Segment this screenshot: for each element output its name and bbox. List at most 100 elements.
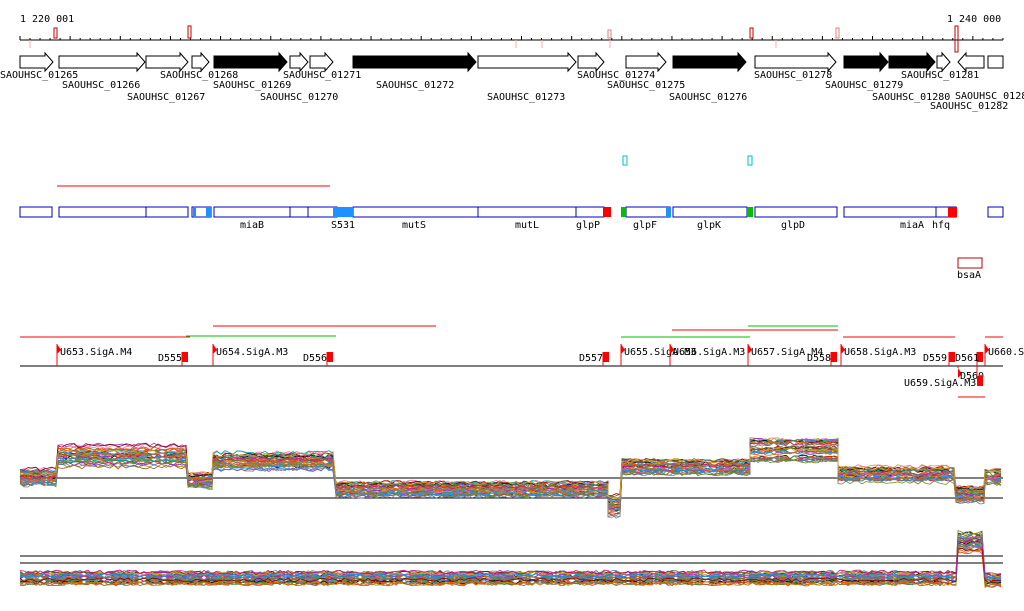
feature-box bbox=[58, 206, 189, 218]
feature-label: S531 bbox=[331, 220, 355, 231]
expression-profile bbox=[19, 544, 1002, 589]
gene-label: SAOUHSC_01282 bbox=[930, 101, 1008, 112]
segment-flag[interactable] bbox=[603, 352, 609, 362]
gene-label: SAOUHSC_01279 bbox=[825, 80, 903, 91]
segment-flag[interactable] bbox=[748, 344, 752, 354]
gene-label: SAOUHSC_01265 bbox=[0, 70, 78, 81]
ruler-ticks bbox=[19, 36, 1004, 40]
expression-track-lower bbox=[19, 530, 1003, 589]
gene-label: SAOUHSC_01271 bbox=[283, 70, 361, 81]
ruler-marker bbox=[954, 25, 959, 53]
gene-arrow[interactable] bbox=[957, 51, 985, 73]
segments-track: U653.SigA.M4 D555 U654.SigA.M3 D556 D557 U655… bbox=[20, 185, 1024, 398]
feature-box bbox=[672, 206, 748, 218]
feature-highlight bbox=[621, 207, 626, 217]
feature-label: mutS bbox=[402, 220, 426, 231]
segment-label: U653.SigA.M4 bbox=[60, 347, 132, 358]
gene-arrow[interactable] bbox=[352, 51, 477, 73]
gene-arrow[interactable] bbox=[213, 51, 288, 73]
segment-label: D555 bbox=[158, 353, 182, 364]
gene-arrow[interactable] bbox=[843, 51, 889, 73]
gene-arrow[interactable] bbox=[145, 51, 189, 73]
gene-label: SAOUHSC_01266 bbox=[62, 80, 140, 91]
segment-flag[interactable] bbox=[621, 344, 625, 354]
segment-flag[interactable] bbox=[949, 352, 955, 362]
feature-box bbox=[625, 206, 671, 218]
feature-box bbox=[754, 206, 838, 218]
expression-profile bbox=[19, 458, 1002, 507]
gene-label: SAOUHSC_01267 bbox=[127, 92, 205, 103]
feature-label: bsaA bbox=[957, 270, 981, 281]
gene-label: SAOUHSC_01281 bbox=[901, 70, 979, 81]
feature-label: miaB bbox=[240, 220, 264, 231]
ruler-marker bbox=[749, 27, 754, 39]
segment-label: D559 bbox=[923, 353, 947, 364]
segment-flag[interactable] bbox=[213, 344, 217, 354]
segment-flag[interactable] bbox=[327, 352, 333, 362]
gene-arrow[interactable] bbox=[672, 51, 747, 73]
segment-label: U657.SigA.M4 bbox=[751, 347, 823, 358]
position-ruler: 1 220 001 1 240 000 bbox=[19, 14, 1004, 53]
segment-label: D558 bbox=[807, 353, 831, 364]
segment-label: D561 bbox=[955, 353, 979, 364]
segment-flag[interactable] bbox=[958, 368, 962, 378]
segment-label: U654.SigA.M3 bbox=[216, 347, 288, 358]
expression-profile bbox=[19, 446, 1002, 499]
feature-highlight bbox=[193, 207, 196, 217]
segment-label: U656.SigA.M3 bbox=[673, 347, 745, 358]
gene-label: SAOUHSC_01270 bbox=[260, 92, 338, 103]
gene-arrow[interactable] bbox=[625, 51, 667, 73]
gene-label: SAOUHSC_01272 bbox=[376, 80, 454, 91]
ruler-start-label: 1 220 001 bbox=[20, 14, 74, 25]
gene-arrow[interactable] bbox=[191, 51, 210, 73]
feature-highlight bbox=[333, 207, 353, 217]
gene-arrow[interactable] bbox=[754, 51, 837, 73]
gene-label: SAOUHSC_01274 bbox=[577, 70, 655, 81]
gene-arrow[interactable] bbox=[577, 51, 605, 73]
gene-arrow[interactable] bbox=[58, 51, 146, 73]
segment-label: U658.SigA.M3 bbox=[844, 347, 916, 358]
gene-label: SAOUHSC_01275 bbox=[607, 80, 685, 91]
segment-label: D557 bbox=[579, 353, 603, 364]
expression-track-upper bbox=[19, 437, 1003, 519]
feature-label: hfq bbox=[932, 220, 950, 231]
gene-arrow[interactable] bbox=[477, 51, 577, 73]
segment-flag[interactable] bbox=[182, 352, 188, 362]
gene-arrow[interactable] bbox=[309, 51, 334, 73]
gene-arrow[interactable] bbox=[987, 55, 1004, 69]
feature-highlight bbox=[206, 207, 211, 217]
ruler-marker bbox=[835, 27, 840, 39]
gene-label: SAOUHSC_01276 bbox=[669, 92, 747, 103]
gene-arrow[interactable] bbox=[289, 51, 309, 73]
segment-flag[interactable] bbox=[670, 344, 674, 354]
bsaA-box bbox=[957, 257, 983, 269]
segment-label: U655.SigA.M3 bbox=[624, 347, 696, 358]
segment-flag[interactable] bbox=[977, 352, 983, 362]
feature-highlight bbox=[948, 207, 957, 217]
expression-profile bbox=[19, 530, 1002, 578]
segment-flag[interactable] bbox=[831, 352, 837, 362]
segment-label: U660.S bbox=[988, 347, 1024, 358]
segment-flag[interactable] bbox=[977, 376, 983, 386]
segment-label: D560 bbox=[960, 371, 984, 382]
feature-highlight bbox=[666, 207, 671, 217]
segment-flag[interactable] bbox=[985, 344, 989, 354]
ruler-end-label: 1 240 000 bbox=[947, 14, 1001, 25]
segment-flag[interactable] bbox=[841, 344, 845, 354]
ruler-marker bbox=[187, 25, 192, 39]
feature-label: glpK bbox=[697, 220, 721, 231]
feature-label: glpP bbox=[576, 220, 600, 231]
feature-label: glpF bbox=[633, 220, 657, 231]
segment-label: D556 bbox=[303, 353, 327, 364]
gene-label: SAOUHSC_01269 bbox=[213, 80, 291, 91]
gene-arrow[interactable] bbox=[888, 51, 936, 73]
cyan-marker bbox=[622, 155, 628, 166]
gene-arrow[interactable] bbox=[936, 51, 951, 73]
segment-flag[interactable] bbox=[57, 344, 61, 354]
expression-profile bbox=[19, 539, 1002, 575]
feature-label: mutL bbox=[515, 220, 539, 231]
gene-arrow[interactable] bbox=[19, 51, 54, 73]
feature-highlight bbox=[603, 207, 611, 217]
ruler-marker bbox=[607, 29, 612, 39]
